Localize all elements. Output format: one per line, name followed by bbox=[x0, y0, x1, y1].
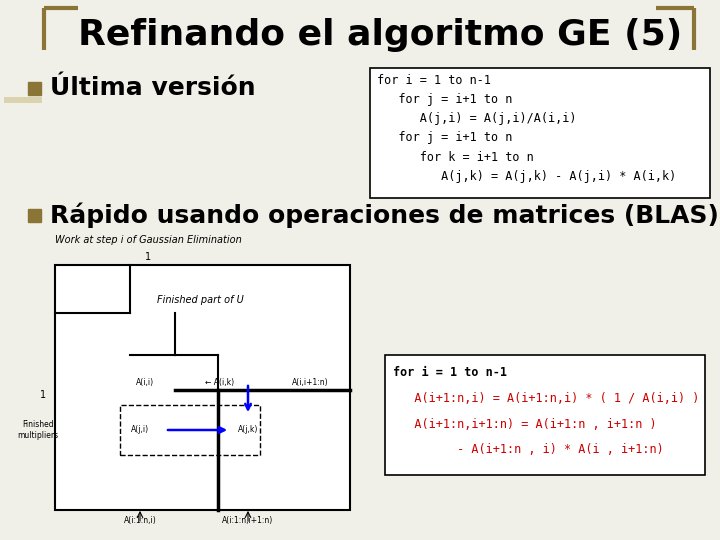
Text: A(i+1:n,i+1:n) = A(i+1:n , i+1:n ): A(i+1:n,i+1:n) = A(i+1:n , i+1:n ) bbox=[393, 417, 657, 430]
Text: Rápido usando operaciones de matrices (BLAS): Rápido usando operaciones de matrices (B… bbox=[50, 202, 719, 228]
Text: A(j,k): A(j,k) bbox=[238, 426, 258, 435]
Text: A(j,k) = A(j,k) - A(j,i) * A(i,k): A(j,k) = A(j,k) - A(j,i) * A(i,k) bbox=[377, 170, 676, 183]
Text: for i = 1 to n-1: for i = 1 to n-1 bbox=[377, 73, 491, 86]
Text: for k = i+1 to n: for k = i+1 to n bbox=[377, 151, 534, 164]
Text: A(j,i): A(j,i) bbox=[131, 426, 149, 435]
Text: A(i,i): A(i,i) bbox=[136, 377, 154, 387]
Text: for j = i+1 to n: for j = i+1 to n bbox=[377, 93, 513, 106]
Text: Finished
multipliers: Finished multipliers bbox=[17, 420, 58, 440]
Text: 1: 1 bbox=[145, 252, 151, 262]
Text: Refinando el algoritmo GE (5): Refinando el algoritmo GE (5) bbox=[78, 18, 682, 52]
Bar bbox=[120, 405, 260, 455]
Text: 1: 1 bbox=[40, 390, 46, 400]
Text: A(i,i+1:n): A(i,i+1:n) bbox=[292, 377, 328, 387]
Bar bbox=[385, 355, 705, 475]
Bar bbox=[28, 82, 41, 95]
Text: A(i:1:n,i+1:n): A(i:1:n,i+1:n) bbox=[222, 516, 274, 524]
Bar bbox=[370, 68, 710, 198]
Bar bbox=[28, 209, 41, 222]
Text: Work at step i of Gaussian Elimination: Work at step i of Gaussian Elimination bbox=[55, 235, 242, 245]
Text: A(i+1:n,i) = A(i+1:n,i) * ( 1 / A(i,i) ): A(i+1:n,i) = A(i+1:n,i) * ( 1 / A(i,i) ) bbox=[393, 392, 699, 405]
Text: A(i:1:n,i): A(i:1:n,i) bbox=[124, 516, 156, 524]
Text: ← A(i,k): ← A(i,k) bbox=[205, 377, 235, 387]
Text: Finished part of U: Finished part of U bbox=[157, 295, 243, 305]
Bar bbox=[55, 265, 350, 510]
Text: Última versión: Última versión bbox=[50, 76, 256, 100]
Text: - A(i+1:n , i) * A(i , i+1:n): - A(i+1:n , i) * A(i , i+1:n) bbox=[393, 443, 664, 456]
Text: A(j,i) = A(j,i)/A(i,i): A(j,i) = A(j,i)/A(i,i) bbox=[377, 112, 577, 125]
Bar bbox=[4, 97, 42, 103]
Text: for i = 1 to n-1: for i = 1 to n-1 bbox=[393, 367, 507, 380]
Text: for j = i+1 to n: for j = i+1 to n bbox=[377, 132, 513, 145]
